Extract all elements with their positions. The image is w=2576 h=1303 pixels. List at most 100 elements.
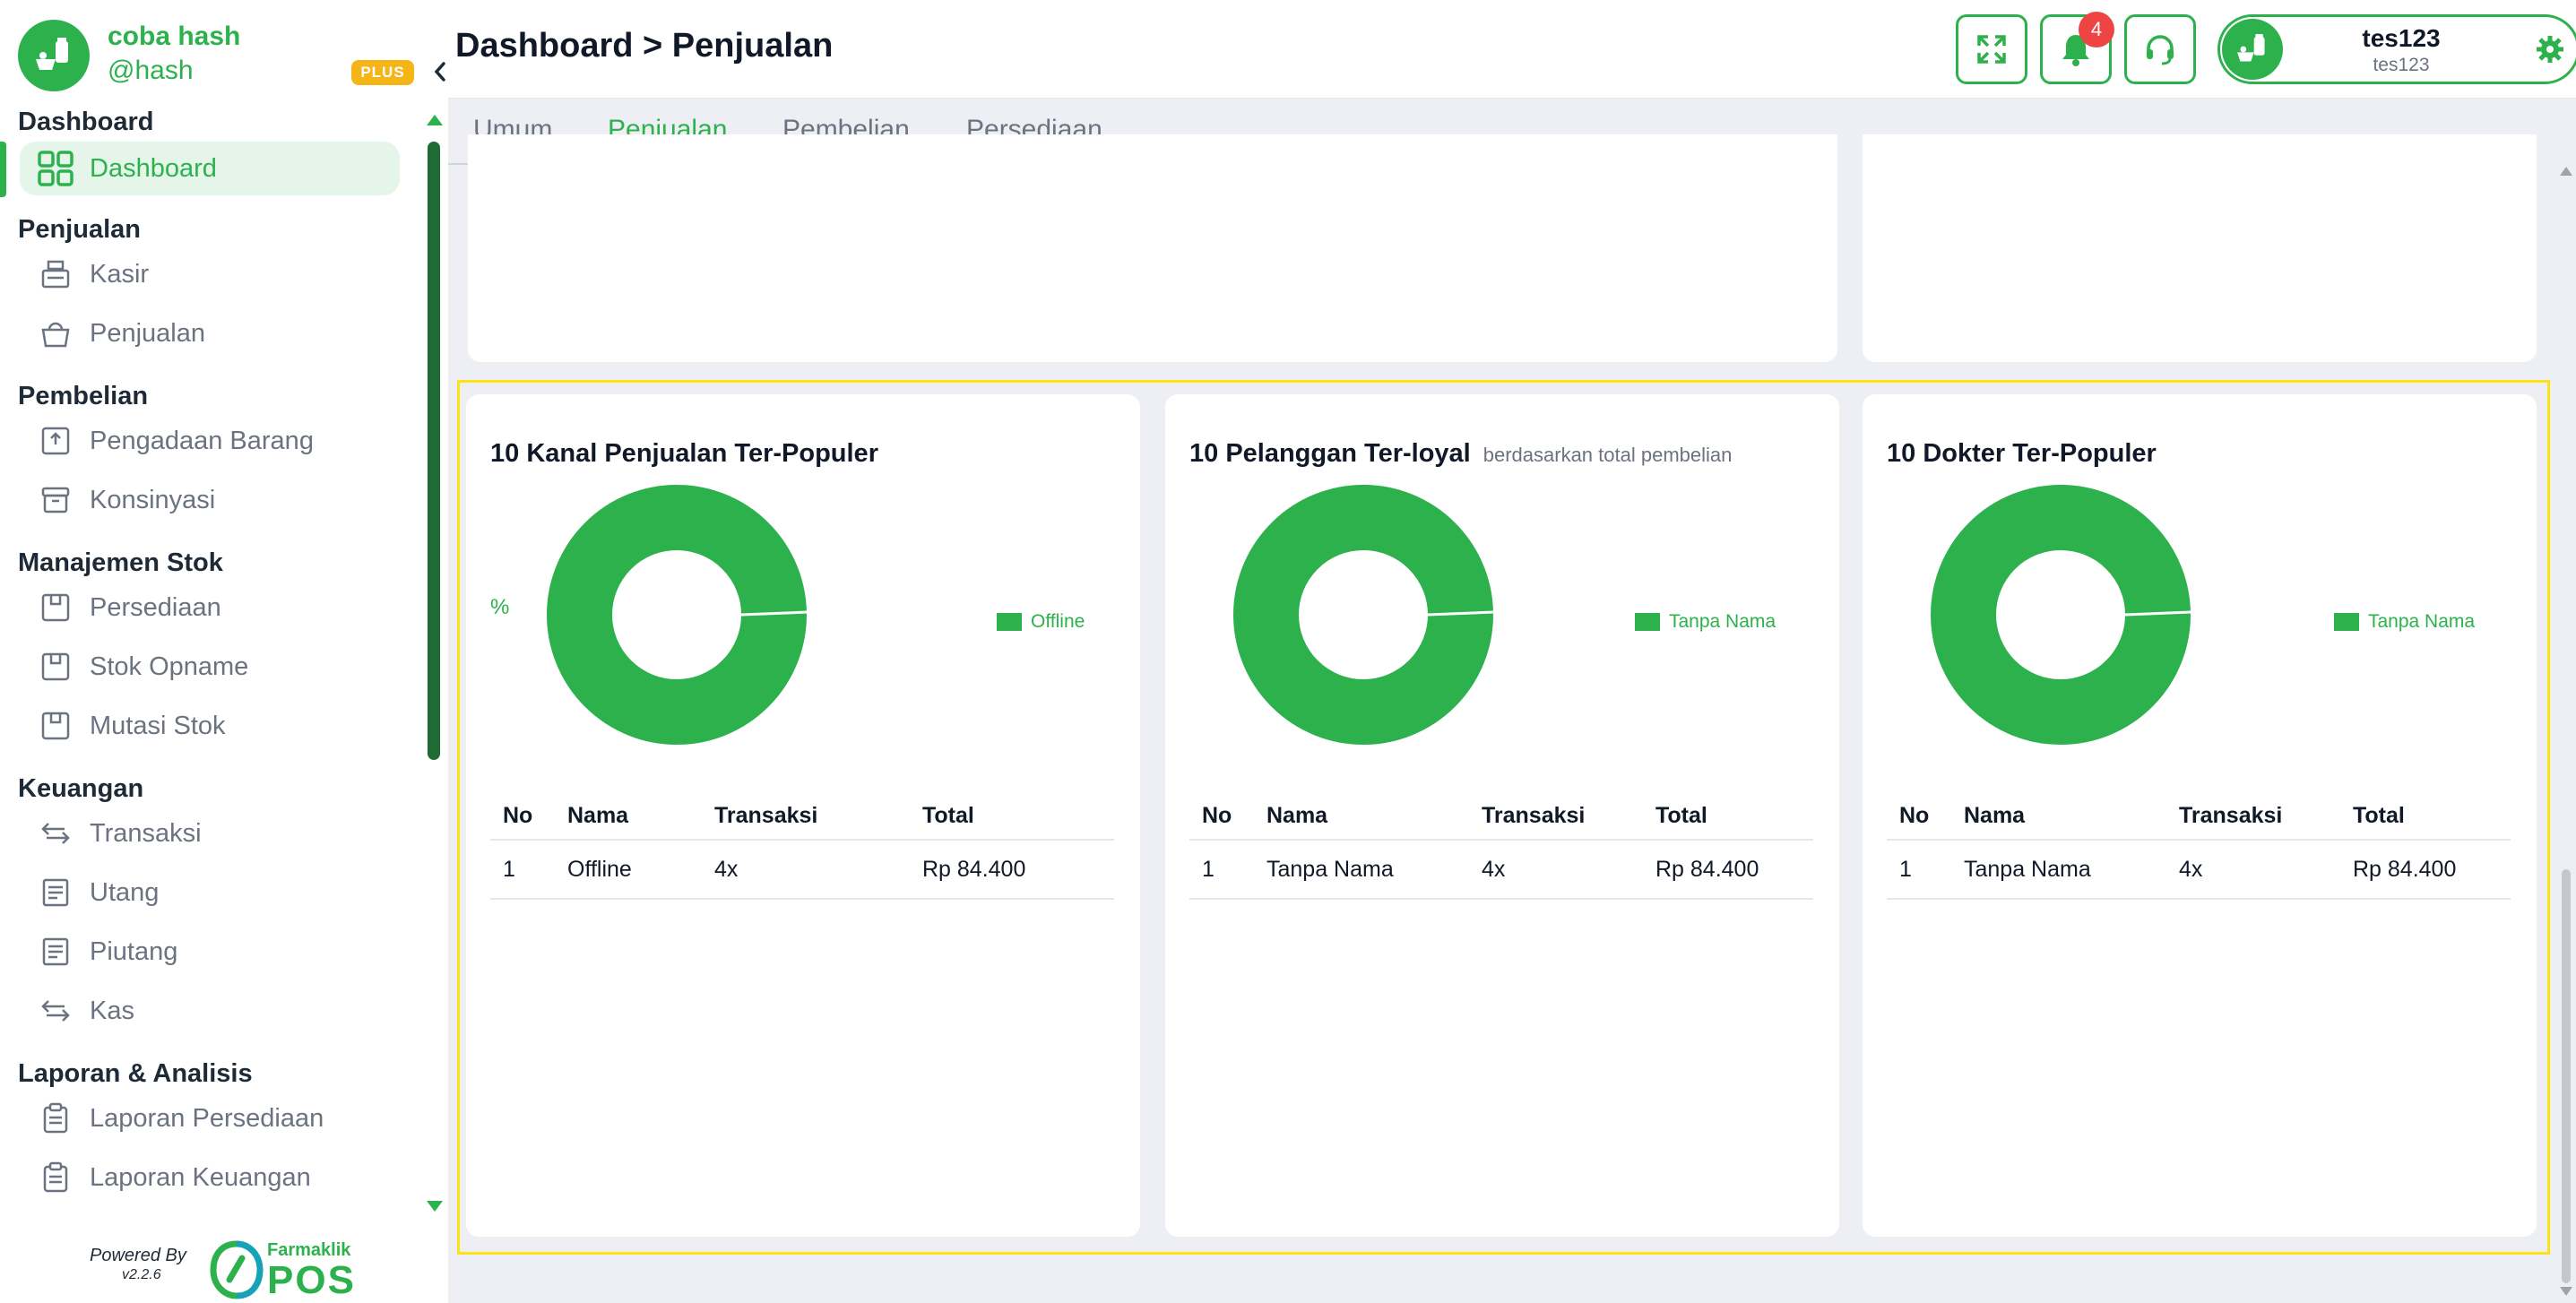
sidebar-item-label: Mutasi Stok — [90, 711, 226, 740]
sidebar-item-label: Kas — [90, 996, 134, 1025]
brand: coba hash @hash PLUS — [18, 20, 445, 91]
sidebar-item-mutasi-stok[interactable]: Mutasi Stok — [20, 699, 400, 753]
package-icon — [36, 706, 75, 746]
data-table: No Nama Transaksi Total 1 Tanpa Nama 4x … — [1887, 798, 2511, 900]
legend-swatch — [1635, 613, 1660, 631]
sidebar-item-transaksi[interactable]: Transaksi — [20, 807, 400, 860]
app-version: v2.2.6 — [122, 1267, 161, 1282]
sidebar-item-laporan-persediaan[interactable]: Laporan Persediaan — [20, 1092, 400, 1145]
slice-separator — [740, 610, 808, 617]
chart-legend[interactable]: Offline — [997, 611, 1085, 633]
legend-swatch — [997, 613, 1022, 631]
profile-name: tes123 — [2362, 24, 2441, 52]
scroll-thumb[interactable] — [428, 142, 440, 760]
transfer-icon — [36, 814, 75, 853]
sidebar-item-label: Dashboard — [90, 153, 217, 183]
brand-logo-icon — [18, 20, 90, 91]
chart-legend[interactable]: Tanpa Nama — [1635, 611, 1776, 633]
scroll-thumb[interactable] — [2562, 869, 2571, 1283]
cell-no: 1 — [503, 857, 515, 882]
archive-icon — [36, 480, 75, 520]
section-pembelian: Pembelian — [18, 382, 149, 410]
sidebar-item-persediaan[interactable]: Persediaan — [20, 581, 400, 634]
col-nama: Nama — [567, 803, 629, 828]
support-button[interactable] — [2124, 14, 2196, 84]
sidebar-item-utang[interactable]: Utang — [20, 866, 400, 919]
sidebar-item-label: Kasir — [90, 259, 150, 289]
basket-icon — [36, 314, 75, 353]
slice-separator — [1427, 610, 1495, 617]
main-scrollbar[interactable] — [2556, 161, 2576, 1303]
profile-subtitle: tes123 — [2373, 55, 2430, 75]
sidebar-item-piutang[interactable]: Piutang — [20, 925, 400, 979]
cash-register-icon — [36, 255, 75, 294]
panel-subtitle: berdasarkan total pembelian — [1482, 444, 1733, 466]
sidebar-item-dashboard[interactable]: Dashboard — [20, 142, 400, 195]
sidebar-item-kasir[interactable]: Kasir — [20, 247, 400, 301]
sidebar-item-label: Persediaan — [90, 592, 221, 622]
sidebar-item-label: Piutang — [90, 936, 178, 966]
scroll-up-icon[interactable] — [2560, 167, 2572, 176]
cell-transaksi: 4x — [1482, 857, 1506, 882]
col-nama: Nama — [1266, 803, 1328, 828]
donut-chart — [1233, 485, 1495, 745]
expand-icon — [1977, 35, 2006, 64]
chevron-left-icon — [434, 62, 445, 82]
store-name: coba hash — [108, 22, 241, 51]
col-total: Total — [1655, 803, 1707, 828]
data-table: No Nama Transaksi Total 1 Tanpa Nama 4x … — [1189, 798, 1813, 900]
section-laporan: Laporan & Analisis — [18, 1059, 253, 1088]
col-transaksi: Transaksi — [1482, 803, 1586, 828]
cell-total: Rp 84.400 — [922, 857, 1026, 882]
legend-label: Tanpa Nama — [2368, 611, 2476, 632]
gear-icon[interactable] — [2534, 33, 2566, 65]
col-total: Total — [2353, 803, 2405, 828]
col-no: No — [1899, 803, 1930, 828]
sidebar-item-label: Penjualan — [90, 318, 205, 348]
sidebar-item-label: Transaksi — [90, 818, 202, 848]
scroll-down-icon[interactable] — [427, 1201, 443, 1212]
sidebar-scrollbar[interactable] — [425, 109, 443, 1221]
panel-pelanggan-terloyal: 10 Pelanggan Ter-loyal berdasarkan total … — [1165, 394, 1839, 1237]
panel-dokter-terpopuler: 10 Dokter Ter-Populer Tanpa Nama No Nama… — [1863, 394, 2537, 1237]
package-icon — [36, 647, 75, 686]
sidebar-item-penjualan[interactable]: Penjualan — [20, 306, 400, 360]
col-transaksi: Transaksi — [2179, 803, 2283, 828]
avatar — [2222, 19, 2283, 80]
cell-transaksi: 4x — [2179, 857, 2203, 882]
donut-chart — [547, 485, 808, 745]
page-title: Dashboard > Penjualan — [455, 27, 834, 65]
sidebar-item-pengadaan-barang[interactable]: Pengadaan Barang — [20, 414, 400, 468]
cell-total: Rp 84.400 — [2353, 857, 2457, 882]
data-table: No Nama Transaksi Total 1 Offline 4x Rp … — [490, 798, 1114, 900]
store-handle: @hash — [108, 56, 194, 85]
cell-nama: Offline — [567, 857, 632, 882]
panel-title: 10 Kanal Penjualan Ter-Populer — [490, 439, 878, 468]
panel-title: 10 Dokter Ter-Populer — [1887, 439, 2157, 468]
sidebar-item-laporan-keuangan[interactable]: Laporan Keuangan — [20, 1151, 400, 1204]
powered-by: Powered By v2.2.6 Farmaklik POS — [90, 1240, 448, 1303]
sidebar-item-stok-opname[interactable]: Stok Opname — [20, 640, 400, 694]
fullscreen-button[interactable] — [1956, 14, 2027, 84]
selection-highlight — [457, 380, 2550, 1255]
sidebar-item-label: Utang — [90, 877, 160, 907]
upper-chart-card-right — [1863, 134, 2537, 362]
col-transaksi: Transaksi — [714, 803, 818, 828]
legend-label: Tanpa Nama — [1669, 611, 1776, 632]
upper-chart-card-left — [468, 134, 1837, 362]
notification-button[interactable]: 4 — [2040, 12, 2114, 84]
chart-legend[interactable]: Tanpa Nama — [2334, 611, 2475, 633]
panel-title: 10 Pelanggan Ter-loyal berdasarkan total … — [1189, 439, 1733, 468]
section-dashboard: Dashboard — [18, 108, 154, 136]
col-total: Total — [922, 803, 974, 828]
sidebar-item-kas[interactable]: Kas — [20, 984, 400, 1038]
profile-menu[interactable]: tes123 tes123 — [2217, 14, 2576, 84]
sidebar-item-konsinyasi[interactable]: Konsinyasi — [20, 473, 400, 527]
clipboard-icon — [36, 1099, 75, 1138]
scroll-down-icon[interactable] — [2560, 1287, 2572, 1296]
legend-label: Offline — [1031, 611, 1085, 632]
package-icon — [36, 588, 75, 627]
scroll-up-icon[interactable] — [427, 115, 443, 125]
collapse-sidebar-button[interactable] — [427, 56, 454, 88]
pos-product: POS — [267, 1258, 356, 1302]
